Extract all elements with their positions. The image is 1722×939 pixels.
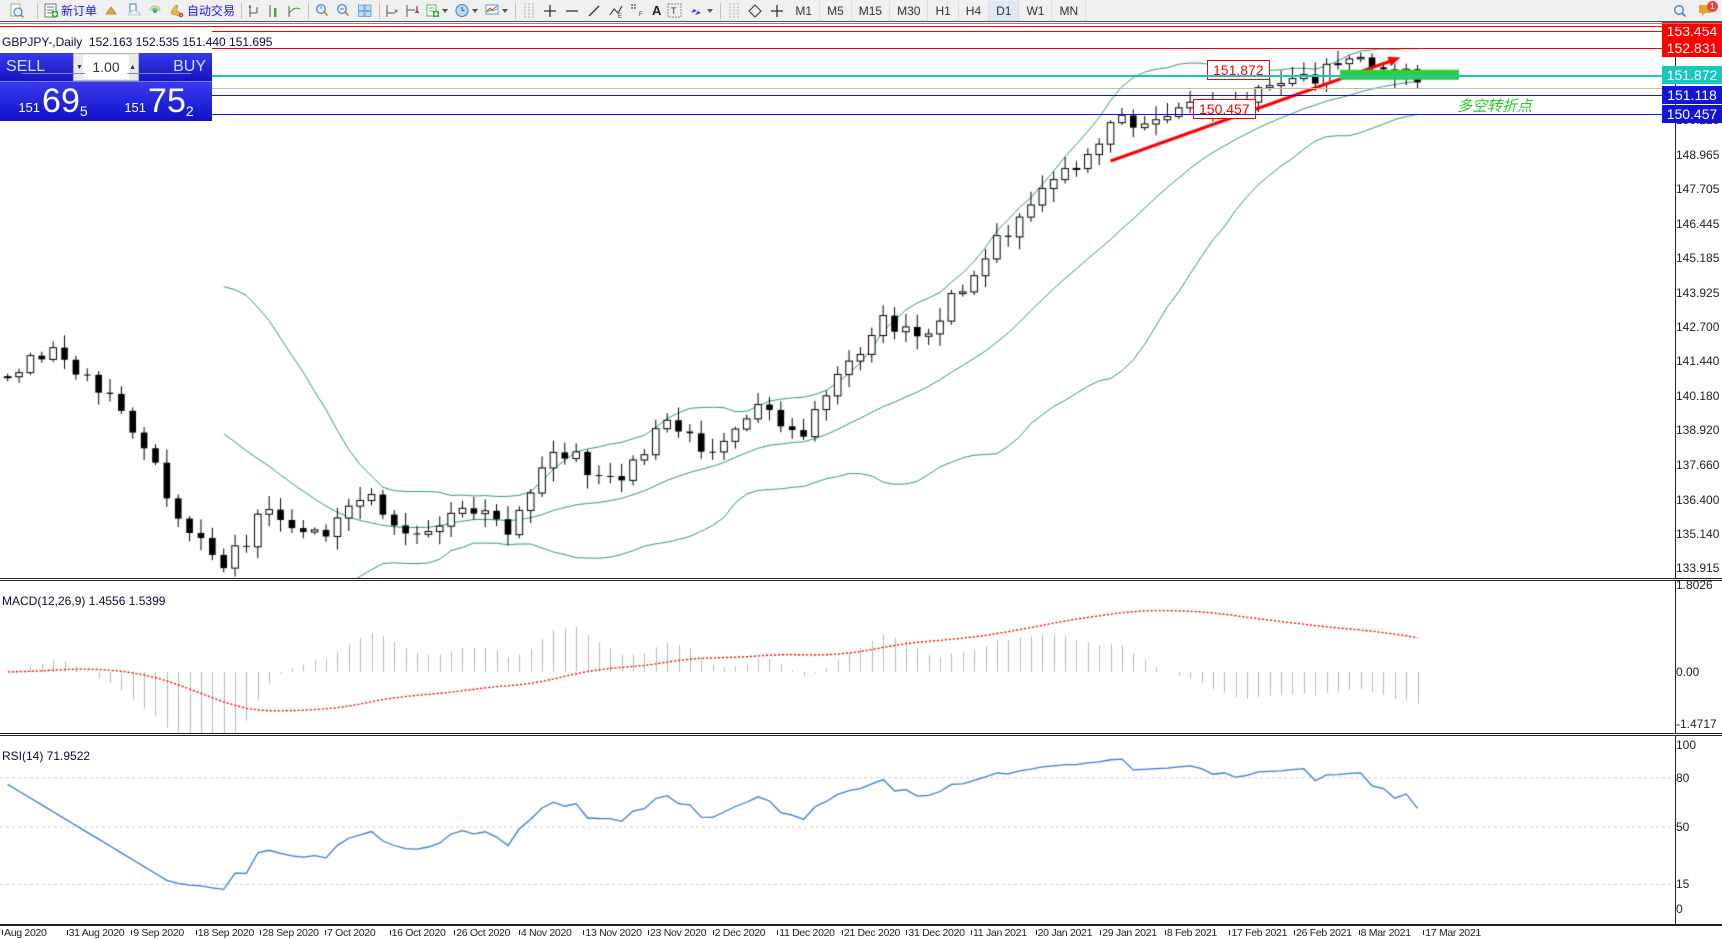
svg-text:T: T — [671, 6, 677, 16]
svg-text:E: E — [618, 14, 622, 19]
svg-text:F: F — [639, 12, 643, 18]
